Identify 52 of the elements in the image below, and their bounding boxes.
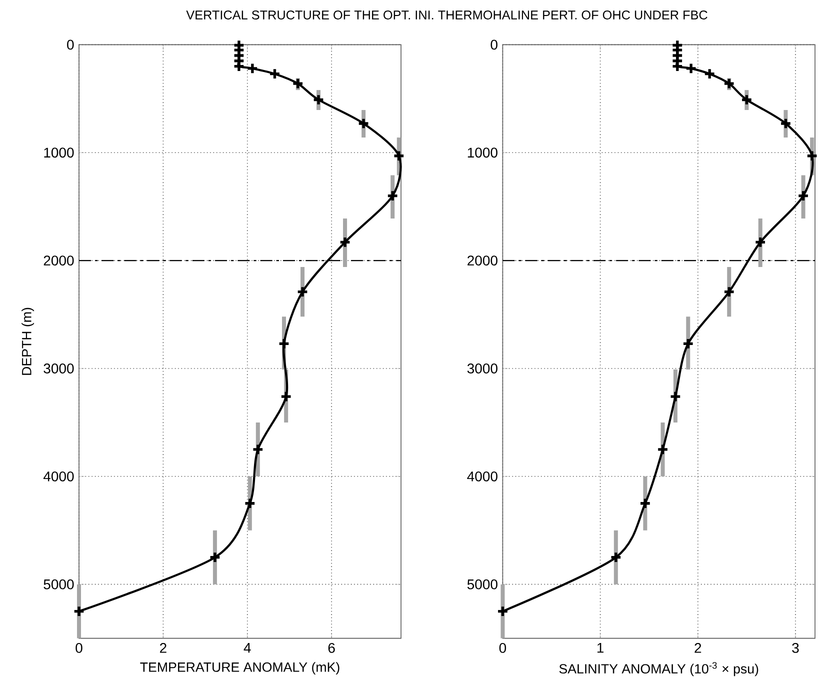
point	[797, 190, 810, 202]
y-axis-title: DEPTH (m)	[22, 308, 34, 375]
y-tick-label: 0	[490, 40, 498, 50]
x-tick-label: 4	[244, 643, 251, 653]
point	[754, 236, 766, 248]
y-tick-label: 2000	[44, 256, 74, 266]
point	[806, 150, 818, 162]
x-tick-label: 3	[792, 643, 799, 653]
point	[682, 338, 694, 350]
point	[656, 443, 669, 456]
point	[669, 390, 682, 403]
point	[268, 68, 281, 80]
point	[292, 78, 304, 90]
x-axis-title: SALINITY ANOMALY (10$^{-3}$ × psu)	[559, 662, 758, 676]
point	[280, 390, 292, 403]
x-tick-label: 6	[328, 643, 335, 653]
x-tick-label: 2	[694, 643, 702, 653]
point	[723, 286, 736, 298]
point	[392, 150, 405, 162]
y-tick-label: 3000	[467, 364, 498, 374]
text: VERTICAL STRUCTURE OF THE OPT. INI. THERMOHALINE PERT. OF OHC UNDER FBC	[186, 10, 708, 20]
point	[312, 94, 325, 106]
y-tick-label: 5000	[467, 579, 498, 590]
x-tick-label: 1	[597, 643, 604, 653]
y-tick-label: 5000	[44, 579, 74, 590]
point	[740, 94, 753, 106]
point	[723, 78, 736, 90]
point	[358, 117, 370, 130]
point	[339, 236, 352, 248]
y-tick-label: 4000	[467, 471, 498, 482]
y-tick-label: 3000	[44, 364, 74, 374]
point	[244, 497, 256, 510]
point	[278, 338, 290, 350]
y-tick-label: 1000	[44, 148, 74, 158]
point	[252, 443, 264, 456]
y-tick-label: 4000	[43, 471, 74, 482]
point	[639, 497, 652, 510]
point	[208, 551, 221, 564]
point	[780, 117, 792, 130]
point	[704, 68, 716, 80]
x-tick-label: 0	[499, 643, 506, 653]
point	[610, 551, 622, 564]
x-tick-label: 2	[160, 643, 166, 653]
y-tick-label: 1000	[468, 148, 498, 158]
point	[685, 62, 698, 74]
y-tick-label: 0	[67, 40, 74, 50]
x-tick-label: 0	[76, 643, 82, 653]
x-axis-title: TEMPERATURE ANOMALY (mK)	[140, 662, 340, 674]
point	[386, 190, 399, 202]
y-tick-label: 2000	[468, 256, 498, 266]
point	[246, 62, 258, 74]
point	[296, 286, 309, 298]
